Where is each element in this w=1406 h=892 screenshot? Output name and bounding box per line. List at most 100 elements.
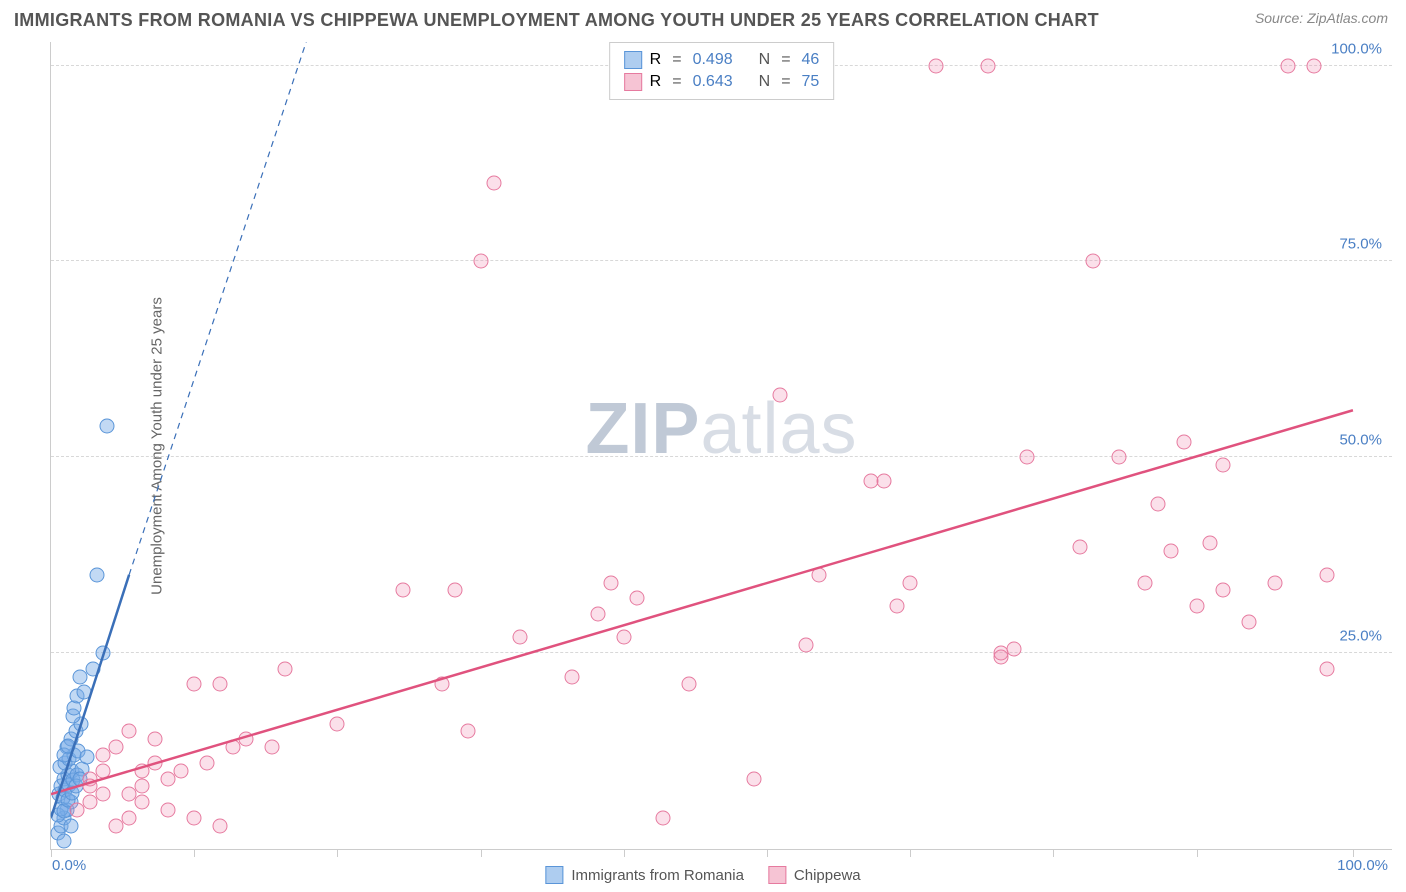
data-point-pink — [83, 779, 98, 794]
data-point-pink — [1202, 536, 1217, 551]
legend-label: Immigrants from Romania — [571, 867, 744, 884]
data-point-pink — [148, 732, 163, 747]
data-point-pink — [1319, 567, 1334, 582]
legend-series: Immigrants from Romania Chippewa — [545, 866, 860, 884]
data-point-blue — [57, 834, 72, 849]
swatch-pink — [768, 866, 786, 884]
data-point-pink — [747, 771, 762, 786]
data-point-pink — [1267, 575, 1282, 590]
swatch-blue — [545, 866, 563, 884]
legend-label: Chippewa — [794, 867, 861, 884]
data-point-pink — [590, 606, 605, 621]
chart-source: Source: ZipAtlas.com — [1255, 10, 1388, 26]
data-point-pink — [213, 818, 228, 833]
data-point-blue — [99, 418, 114, 433]
data-point-pink — [96, 747, 111, 762]
data-point-pink — [1215, 458, 1230, 473]
data-point-blue — [63, 818, 78, 833]
data-point-pink — [890, 599, 905, 614]
data-point-blue — [76, 685, 91, 700]
data-point-blue — [80, 749, 95, 764]
gridline — [51, 456, 1392, 457]
equals-sign: = — [781, 73, 790, 91]
data-point-pink — [200, 755, 215, 770]
data-point-pink — [1319, 661, 1334, 676]
data-point-pink — [135, 795, 150, 810]
data-point-pink — [1150, 497, 1165, 512]
legend-item-chippewa: Chippewa — [768, 866, 861, 884]
data-point-pink — [434, 677, 449, 692]
data-point-blue — [96, 646, 111, 661]
data-point-pink — [486, 176, 501, 191]
data-point-blue — [89, 567, 104, 582]
data-point-pink — [109, 740, 124, 755]
x-tick — [51, 849, 52, 857]
data-point-pink — [239, 732, 254, 747]
data-point-pink — [1020, 450, 1035, 465]
data-point-pink — [1280, 58, 1295, 73]
data-point-pink — [1241, 614, 1256, 629]
data-point-pink — [1163, 544, 1178, 559]
data-point-pink — [812, 567, 827, 582]
data-point-pink — [603, 575, 618, 590]
legend-correlation: R = 0.498 N = 46 R = 0.643 N = 75 — [609, 42, 835, 100]
legend-r-value: 0.643 — [693, 73, 733, 91]
data-point-pink — [1007, 642, 1022, 657]
legend-row-pink: R = 0.643 N = 75 — [624, 71, 820, 93]
x-tick — [481, 849, 482, 857]
data-point-pink — [174, 763, 189, 778]
legend-row-blue: R = 0.498 N = 46 — [624, 49, 820, 71]
gridline — [51, 652, 1392, 653]
data-point-pink — [799, 638, 814, 653]
legend-n-label: N — [759, 73, 771, 91]
data-point-pink — [681, 677, 696, 692]
legend-n-value: 75 — [802, 73, 820, 91]
data-point-pink — [564, 669, 579, 684]
x-tick — [910, 849, 911, 857]
data-point-pink — [1111, 450, 1126, 465]
data-point-pink — [981, 58, 996, 73]
chart-container: IMMIGRANTS FROM ROMANIA VS CHIPPEWA UNEM… — [0, 0, 1406, 892]
watermark-zip: ZIP — [585, 389, 700, 469]
watermark: ZIPatlas — [585, 388, 857, 470]
equals-sign: = — [781, 51, 790, 69]
legend-n-value: 46 — [802, 51, 820, 69]
y-tick-label: 25.0% — [1339, 628, 1382, 645]
data-point-pink — [148, 755, 163, 770]
data-point-blue — [60, 738, 75, 753]
x-tick-right: 100.0% — [1337, 857, 1388, 874]
legend-r-label: R — [650, 73, 662, 91]
data-point-pink — [616, 630, 631, 645]
swatch-pink — [624, 73, 642, 91]
x-tick — [1197, 849, 1198, 857]
x-tick-left: 0.0% — [52, 857, 86, 874]
data-point-pink — [460, 724, 475, 739]
swatch-blue — [624, 51, 642, 69]
data-point-pink — [447, 583, 462, 598]
data-point-pink — [877, 473, 892, 488]
x-tick — [194, 849, 195, 857]
data-point-pink — [213, 677, 228, 692]
data-point-pink — [96, 787, 111, 802]
y-tick-label: 75.0% — [1339, 236, 1382, 253]
data-point-pink — [1189, 599, 1204, 614]
data-point-pink — [161, 802, 176, 817]
data-point-pink — [929, 58, 944, 73]
data-point-pink — [1176, 434, 1191, 449]
plot-area: ZIPatlas R = 0.498 N = 46 R = 0.643 N = … — [50, 42, 1392, 850]
data-point-pink — [135, 779, 150, 794]
data-point-pink — [330, 716, 345, 731]
gridline — [51, 260, 1392, 261]
data-point-pink — [1306, 58, 1321, 73]
legend-item-romania: Immigrants from Romania — [545, 866, 744, 884]
data-point-pink — [187, 677, 202, 692]
data-point-pink — [161, 771, 176, 786]
x-tick — [1353, 849, 1354, 857]
trend-lines — [51, 42, 1392, 849]
legend-n-label: N — [759, 51, 771, 69]
legend-r-value: 0.498 — [693, 51, 733, 69]
data-point-pink — [512, 630, 527, 645]
data-point-pink — [903, 575, 918, 590]
data-point-pink — [773, 387, 788, 402]
data-point-pink — [1085, 254, 1100, 269]
